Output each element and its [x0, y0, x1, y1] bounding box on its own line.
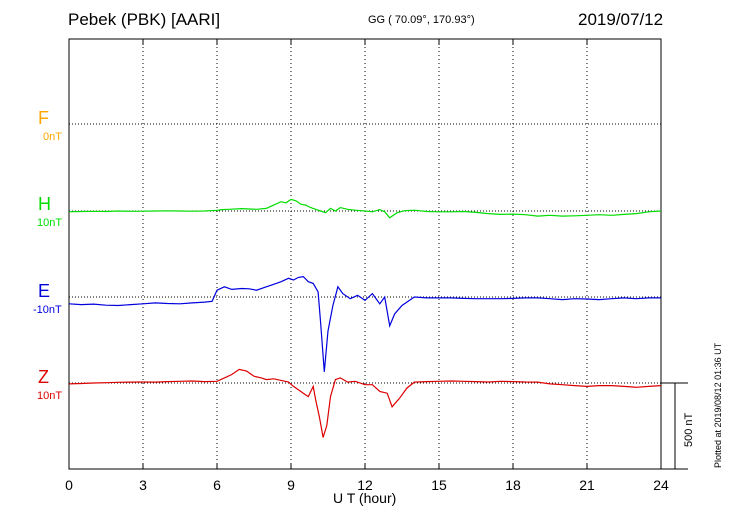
- series-lines: [68, 198, 662, 438]
- component-name-z: Z: [38, 367, 49, 387]
- component-offset-z: 10nT: [37, 390, 63, 402]
- x-tick-label: 3: [139, 477, 147, 493]
- series-line-z: [68, 368, 662, 438]
- x-tick-label: 24: [653, 477, 669, 493]
- coordinates-label: GG ( 70.09°, 170.93°): [368, 14, 475, 26]
- component-offset-e: -10nT: [33, 304, 62, 316]
- x-tick-label: 6: [213, 477, 221, 493]
- component-name-e: E: [38, 281, 51, 301]
- x-tick-label: 15: [431, 477, 447, 493]
- component-baselines: [69, 123, 661, 384]
- x-tick-label: 9: [287, 477, 295, 493]
- x-tick-label: 0: [65, 477, 73, 493]
- component-offset-h: 10nT: [37, 217, 63, 229]
- x-axis-ticks: 0 3 6 9 12 15 18 21 24: [65, 39, 669, 493]
- component-name-h: H: [38, 194, 51, 214]
- scale-bar: [661, 382, 688, 470]
- station-title: Pebek (PBK) [AARI]: [68, 10, 221, 29]
- x-tick-label: 18: [505, 477, 521, 493]
- x-tick-label: 12: [357, 477, 373, 493]
- date-label: 2019/07/12: [578, 10, 664, 29]
- grid: [142, 39, 588, 469]
- component-name-f: F: [38, 108, 49, 128]
- x-tick-label: 21: [579, 477, 595, 493]
- series-line-h: [68, 198, 662, 219]
- component-offset-f: 0nT: [43, 131, 62, 143]
- x-axis-label: U T (hour): [333, 490, 397, 506]
- series-line-e: [68, 275, 661, 372]
